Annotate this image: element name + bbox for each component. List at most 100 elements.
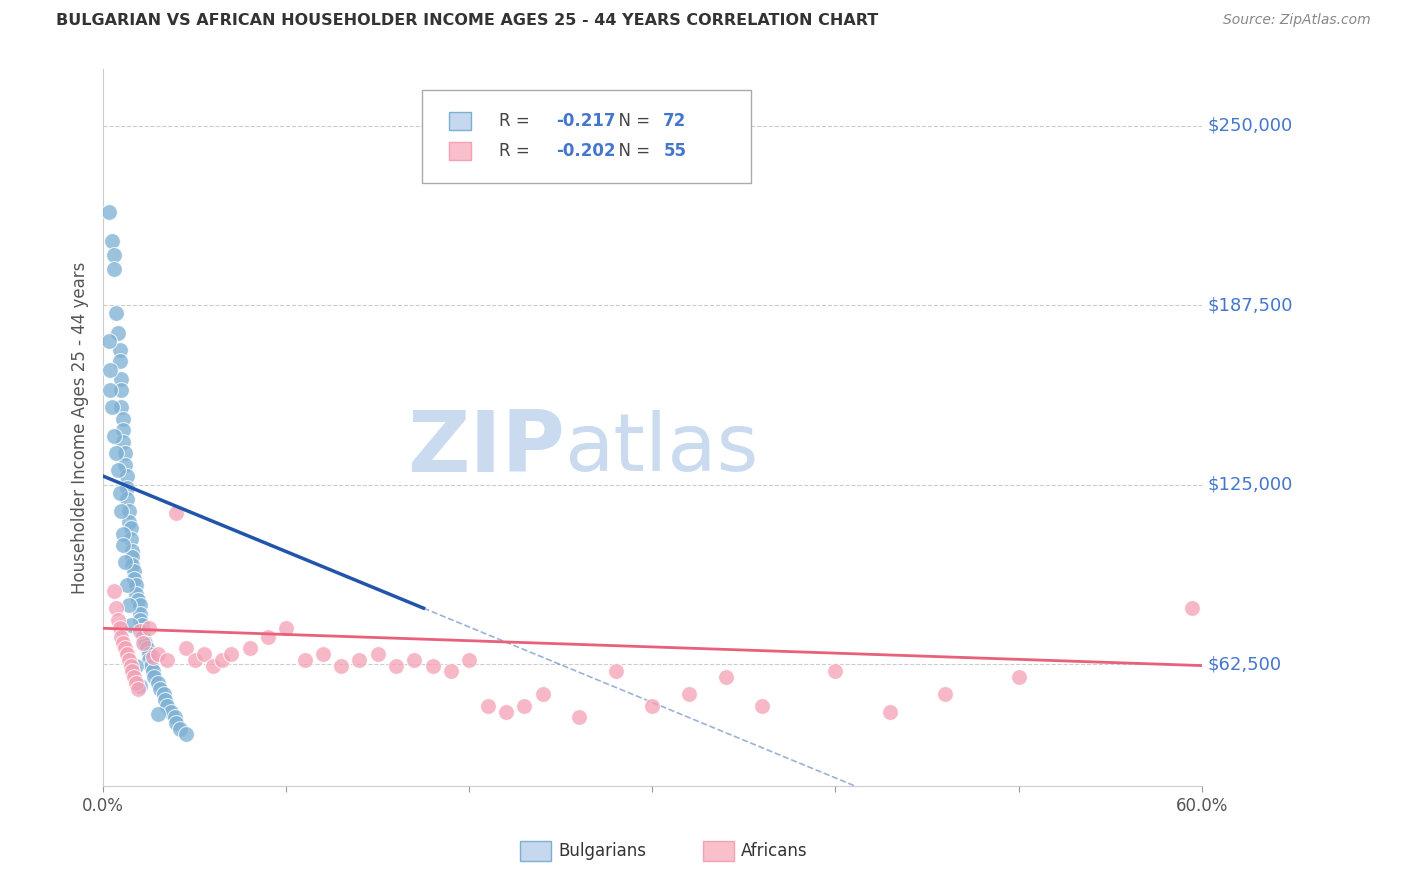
Point xyxy=(143,670,166,684)
Point xyxy=(112,411,135,425)
Point xyxy=(107,463,129,477)
Point xyxy=(122,573,145,587)
Point xyxy=(149,681,172,696)
Point xyxy=(122,564,145,578)
Point xyxy=(201,658,224,673)
Point xyxy=(156,653,179,667)
Point xyxy=(163,710,186,724)
Point xyxy=(385,658,408,673)
Point xyxy=(118,503,141,517)
Text: ZIP: ZIP xyxy=(406,408,564,491)
Point xyxy=(125,675,148,690)
Point xyxy=(115,481,138,495)
Point xyxy=(440,665,463,679)
Point xyxy=(101,234,124,248)
Point xyxy=(103,248,125,262)
Y-axis label: Householder Income Ages 25 - 44 years: Householder Income Ages 25 - 44 years xyxy=(72,261,89,593)
Point xyxy=(108,486,131,500)
Point xyxy=(101,401,124,415)
Bar xyxy=(449,142,471,160)
Bar xyxy=(449,112,471,130)
Point xyxy=(114,555,136,569)
Point xyxy=(103,429,125,443)
Point xyxy=(136,641,159,656)
Text: $250,000: $250,000 xyxy=(1208,117,1292,135)
Point xyxy=(114,641,136,656)
Text: $62,500: $62,500 xyxy=(1208,655,1281,673)
Point xyxy=(108,354,131,368)
Text: N =: N = xyxy=(609,142,655,160)
Point xyxy=(276,621,298,635)
Point xyxy=(174,641,197,656)
Text: R =: R = xyxy=(499,142,534,160)
Point xyxy=(132,624,155,639)
Point xyxy=(458,653,481,667)
Point xyxy=(155,693,177,707)
Point xyxy=(678,687,700,701)
Point xyxy=(495,705,517,719)
Point xyxy=(477,698,499,713)
Point xyxy=(121,558,143,573)
Point xyxy=(257,630,280,644)
Point xyxy=(934,687,956,701)
Point xyxy=(118,599,141,613)
Point xyxy=(125,587,148,601)
Point xyxy=(169,722,191,736)
Point xyxy=(128,613,150,627)
Text: $187,500: $187,500 xyxy=(1208,296,1292,314)
Point xyxy=(121,543,143,558)
Point xyxy=(112,635,135,649)
Point xyxy=(104,446,127,460)
Text: -0.202: -0.202 xyxy=(555,142,616,160)
Point xyxy=(131,618,153,632)
Point xyxy=(132,630,155,644)
Point xyxy=(120,533,142,547)
Point xyxy=(115,469,138,483)
Point xyxy=(146,647,169,661)
Point xyxy=(1007,670,1029,684)
Point xyxy=(103,583,125,598)
Point xyxy=(112,434,135,449)
Point xyxy=(165,507,187,521)
Text: 55: 55 xyxy=(664,142,686,160)
Point xyxy=(121,665,143,679)
Point xyxy=(118,653,141,667)
Point xyxy=(879,705,901,719)
Point xyxy=(121,549,143,564)
Text: N =: N = xyxy=(609,112,655,130)
Point xyxy=(312,647,335,661)
Point xyxy=(112,538,135,552)
Text: atlas: atlas xyxy=(564,409,759,488)
Point xyxy=(134,635,156,649)
Point xyxy=(128,679,150,693)
Point xyxy=(174,727,197,741)
Text: 72: 72 xyxy=(664,112,686,130)
Point xyxy=(183,653,205,667)
Point xyxy=(605,665,627,679)
Point xyxy=(104,601,127,615)
Point xyxy=(142,650,165,665)
Text: R =: R = xyxy=(499,112,534,130)
Point xyxy=(127,681,149,696)
Point xyxy=(107,613,129,627)
Point xyxy=(110,401,132,415)
Point xyxy=(160,705,183,719)
Point xyxy=(146,707,169,722)
Point xyxy=(127,592,149,607)
Point xyxy=(128,624,150,639)
Point xyxy=(114,446,136,460)
Text: Source: ZipAtlas.com: Source: ZipAtlas.com xyxy=(1223,13,1371,28)
Point xyxy=(128,599,150,613)
Point xyxy=(239,641,262,656)
Point xyxy=(330,658,353,673)
Point xyxy=(152,687,174,701)
Point xyxy=(120,618,142,632)
Point xyxy=(125,578,148,592)
Point xyxy=(294,653,316,667)
Point xyxy=(824,665,846,679)
Point xyxy=(97,205,120,219)
Point xyxy=(193,647,215,661)
Text: Bulgarians: Bulgarians xyxy=(558,842,647,860)
Point xyxy=(97,334,120,349)
Point xyxy=(128,607,150,621)
